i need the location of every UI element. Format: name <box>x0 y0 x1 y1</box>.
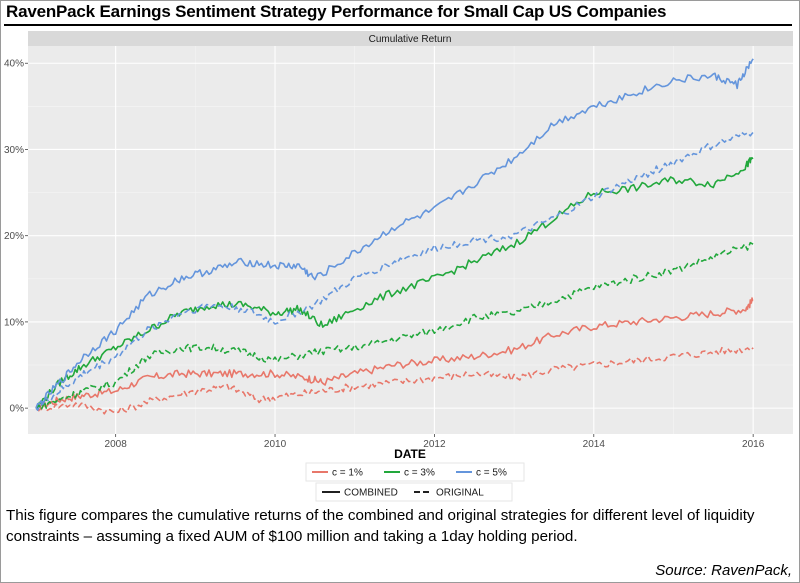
x-tick-label: 2016 <box>742 439 765 450</box>
y-tick-label: 20% <box>4 231 24 242</box>
series-line-c-3-combined <box>35 157 754 409</box>
y-tick-label: 0% <box>10 404 25 415</box>
x-tick-label: 2014 <box>583 439 606 450</box>
y-tick-label: 40% <box>4 59 24 70</box>
x-tick-label: 2010 <box>264 439 287 450</box>
series-line-c-5-original <box>35 131 754 411</box>
legend-label: c = 5% <box>476 468 507 479</box>
figure-caption: This figure compares the cumulative retu… <box>6 507 755 545</box>
cumulative-return-chart: Cumulative Return 2008 2010 2012 2014 2016 0%… <box>4 31 793 502</box>
series-line-c-5-combined <box>35 58 754 409</box>
grid-layer <box>28 46 793 434</box>
legend-label: ORIGINAL <box>436 488 484 499</box>
panel-strip <box>28 31 793 46</box>
figure-title: RavenPack Earnings Sentiment Strategy Pe… <box>6 2 667 21</box>
source-note: Source: RavenPack, <box>655 562 792 579</box>
series-line-c-1-combined <box>35 297 754 411</box>
legend: c = 1% c = 3% c = 5% COMBINED ORIGINAL <box>305 462 525 502</box>
panel-title: Cumulative Return <box>369 34 452 45</box>
series-layer <box>35 58 754 415</box>
x-axis-title: DATE <box>394 447 426 461</box>
x-tick-label: 2012 <box>423 439 446 450</box>
series-line-c-3-original <box>35 241 754 411</box>
axis-layer: 2008 2010 2012 2014 2016 0% 10% 20% 30% 40% <box>4 59 765 450</box>
y-tick-label: 10% <box>4 317 24 328</box>
legend-label: c = 1% <box>332 468 363 479</box>
legend-colour-box <box>305 462 525 482</box>
y-tick-label: 30% <box>4 145 24 156</box>
series-line-c-1-original <box>35 346 754 415</box>
legend-label: COMBINED <box>344 488 398 499</box>
title-underline <box>4 24 792 26</box>
x-tick-label: 2008 <box>105 439 128 450</box>
legend-label: c = 3% <box>404 468 435 479</box>
plot-panel <box>28 46 793 434</box>
